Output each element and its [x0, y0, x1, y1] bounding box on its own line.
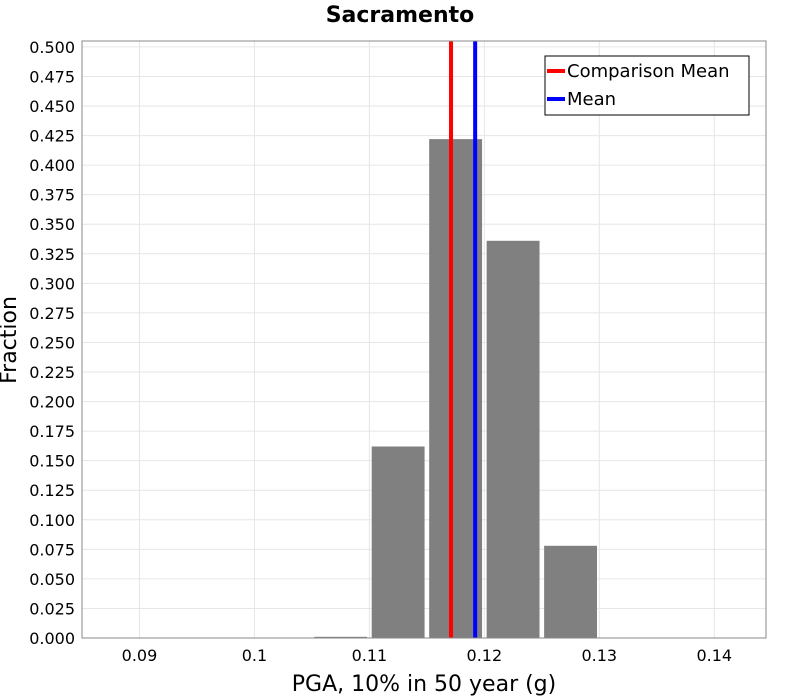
y-tick-label-9: 0.225 — [29, 363, 75, 382]
plot-frame — [81, 40, 767, 639]
y-tick-label-10: 0.250 — [29, 333, 75, 352]
y-tick-label-12: 0.300 — [29, 274, 75, 293]
y-tick-label-11: 0.275 — [29, 304, 75, 323]
y-tick-label-6: 0.150 — [29, 452, 75, 471]
x-tick-label-0: 0.09 — [122, 646, 158, 665]
y-tick-label-3: 0.075 — [29, 540, 75, 559]
x-axis-ticks: 0.09 0.1 0.11 0.12 0.13 0.14 — [122, 646, 732, 665]
x-axis-label: PGA, 10% in 50 year (g) — [292, 672, 556, 697]
x-tick-label-2: 0.11 — [352, 646, 388, 665]
x-tick-label-1: 0.1 — [242, 646, 267, 665]
bars-group — [314, 139, 598, 638]
y-tick-label-8: 0.200 — [29, 393, 75, 412]
mean-lines-group — [449, 41, 478, 638]
x-tick-label-4: 0.13 — [581, 646, 617, 665]
y-tick-label-13: 0.325 — [29, 245, 75, 264]
y-tick-label-7: 0.175 — [29, 422, 75, 441]
y-tick-label-18: 0.450 — [29, 97, 75, 116]
x-tick-label-5: 0.14 — [696, 646, 732, 665]
y-tick-label-17: 0.425 — [29, 127, 75, 146]
y-tick-label-4: 0.100 — [29, 511, 75, 530]
y-tick-label-0: 0.000 — [29, 629, 75, 648]
legend-label-comparison-mean: Comparison Mean — [567, 61, 730, 82]
y-tick-label-1: 0.025 — [29, 599, 75, 618]
y-tick-label-20: 0.500 — [29, 38, 75, 57]
y-tick-label-2: 0.050 — [29, 570, 75, 589]
y-tick-label-16: 0.400 — [29, 156, 75, 175]
chart-title: Sacramento — [326, 3, 475, 28]
bar-4 — [544, 545, 598, 638]
bar-3 — [486, 240, 540, 638]
bar-0 — [314, 636, 368, 638]
y-tick-label-19: 0.475 — [29, 67, 75, 86]
x-tick-label-3: 0.12 — [467, 646, 503, 665]
y-axis-label: Fraction — [0, 296, 22, 384]
bar-1 — [371, 446, 425, 638]
legend-box — [544, 55, 750, 116]
y-tick-label-5: 0.125 — [29, 481, 75, 500]
y-tick-label-14: 0.350 — [29, 215, 75, 234]
legend: Comparison Mean Mean — [544, 55, 750, 116]
y-axis-ticks: 0.000 0.025 0.050 0.075 0.100 0.125 0.150 0.175… — [29, 38, 75, 648]
y-tick-label-15: 0.375 — [29, 186, 75, 205]
legend-label-mean: Mean — [567, 89, 616, 110]
